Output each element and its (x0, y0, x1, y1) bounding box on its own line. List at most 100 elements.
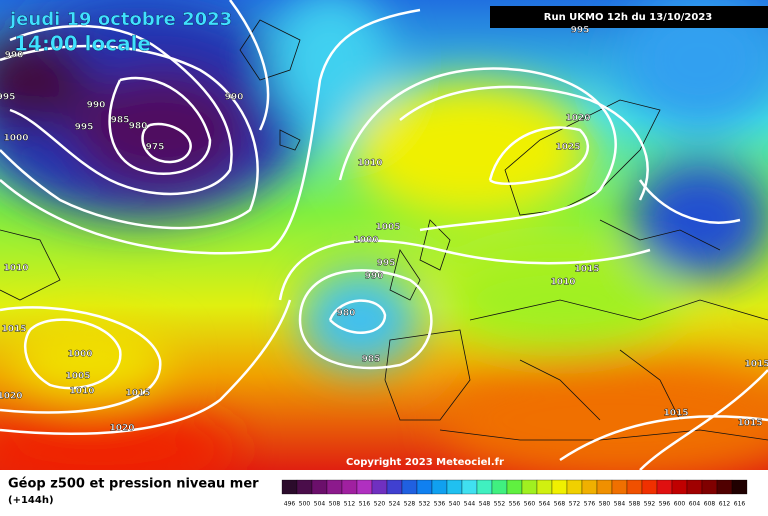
scale-label: 576 (584, 501, 596, 508)
scale-swatch (386, 479, 403, 495)
scale-label: 528 (404, 501, 416, 508)
scale-swatch (656, 479, 673, 495)
forecast-lead: (+144h) (8, 495, 54, 506)
scale-swatch (581, 479, 598, 495)
isobar-label: 995 (571, 26, 590, 36)
scale-label: 612 (719, 501, 731, 508)
scale-label: 580 (599, 501, 611, 508)
scale-label: 592 (644, 501, 656, 508)
scale-label: 512 (344, 501, 356, 508)
isobar-label: 1015 (737, 419, 762, 429)
isobar-label: 1000 (3, 134, 28, 144)
isobar-label: 990 (5, 51, 24, 61)
isobar-label: 1000 (67, 350, 92, 360)
scale-label: 536 (434, 501, 446, 508)
scale-swatch (311, 479, 328, 495)
isobar-label: 1020 (0, 392, 23, 402)
isobar-label: 980 (129, 122, 148, 132)
scale-label: 508 (329, 501, 341, 508)
isobar-labels: 990 995 990 995 990 985 980 995 975 1000 1010 1020 1… (0, 25, 768, 434)
date-title: jeudi 19 octobre 2023 (9, 9, 232, 30)
scale-label: 604 (689, 501, 701, 508)
scale-swatch (641, 479, 658, 495)
scale-swatch (506, 479, 523, 495)
scale-swatch (371, 479, 388, 495)
isobar-label: 985 (362, 355, 381, 365)
scale-swatch (446, 479, 463, 495)
map-field (0, 0, 768, 470)
scale-label: 496 (284, 501, 296, 508)
scale-label: 552 (494, 501, 506, 508)
scale-swatch (566, 479, 583, 495)
isobar-label: 975 (146, 143, 165, 153)
scale-swatch (491, 479, 508, 495)
scale-swatch (611, 479, 628, 495)
scale-label: 564 (539, 501, 551, 508)
scale-swatch (686, 479, 703, 495)
scale-swatch (461, 479, 478, 495)
scale-swatch (356, 479, 373, 495)
isobar-label: 1010 (69, 387, 94, 397)
isobar-label: 1015 (1, 325, 26, 335)
isobar-label: 1025 (555, 143, 580, 153)
color-scale: 496 500 504 508 512 516 520 524 528 532 536 540 544 5… (281, 479, 748, 508)
scale-swatch (701, 479, 718, 495)
isobars (0, 0, 768, 470)
scale-label: 544 (464, 501, 476, 508)
scale-swatch (521, 479, 538, 495)
scale-label: 500 (299, 501, 311, 508)
scale-swatch (551, 479, 568, 495)
isobar-label: 990 (225, 93, 244, 103)
scale-label: 584 (614, 501, 626, 508)
copyright: Copyright 2023 Meteociel.fr (346, 457, 504, 468)
scale-swatch (716, 479, 733, 495)
scale-label: 596 (659, 501, 671, 508)
scale-swatch (326, 479, 343, 495)
scale-swatch (671, 479, 688, 495)
scale-swatch (596, 479, 613, 495)
scale-label: 540 (449, 501, 461, 508)
scale-label: 572 (569, 501, 581, 508)
scale-swatch (416, 479, 433, 495)
isobar-label: 990 (87, 101, 106, 111)
scale-label: 524 (389, 501, 401, 508)
isobar-label: 995 (377, 259, 396, 269)
isobar-label: 995 (75, 123, 94, 133)
scale-swatch (431, 479, 448, 495)
isobar-label: 1020 (565, 114, 590, 124)
scale-label: 616 (734, 501, 746, 508)
scale-label: 588 (629, 501, 641, 508)
scale-label: 520 (374, 501, 386, 508)
isobar-label: 1020 (109, 424, 134, 434)
scale-label: 504 (314, 501, 326, 508)
scale-swatch (536, 479, 553, 495)
time-title: 14:00 locale (14, 32, 151, 56)
isobar-label: 980 (337, 309, 356, 319)
legend-title: Géop z500 et pression niveau mer (8, 477, 259, 492)
isobar-label: 1015 (125, 389, 150, 399)
run-banner (490, 6, 768, 28)
scale-swatch (626, 479, 643, 495)
scale-label: 568 (554, 501, 566, 508)
scale-swatch (401, 479, 418, 495)
scale-label: 548 (479, 501, 491, 508)
scale-swatch (296, 479, 313, 495)
isobar-label: 1010 (357, 159, 382, 169)
scale-label: 532 (419, 501, 431, 508)
run-info: Run UKMO 12h du 13/10/2023 (544, 12, 713, 23)
isobar-label: 1005 (375, 223, 400, 233)
scale-label: 516 (359, 501, 371, 508)
isobar-label: 1010 (3, 264, 28, 274)
isobar-label: 1015 (663, 409, 688, 419)
isobar-label: 1010 (550, 278, 575, 288)
scale-label: 560 (524, 501, 536, 508)
isobar-label: 995 (0, 93, 15, 103)
isobar-label: 1005 (65, 372, 90, 382)
isobar-label: 1015 (574, 265, 599, 275)
scale-swatch (731, 479, 748, 495)
isobar-label: 990 (365, 272, 384, 282)
scale-label: 556 (509, 501, 521, 508)
isobar-label: 1015 (744, 360, 768, 370)
scale-label: 608 (704, 501, 716, 508)
